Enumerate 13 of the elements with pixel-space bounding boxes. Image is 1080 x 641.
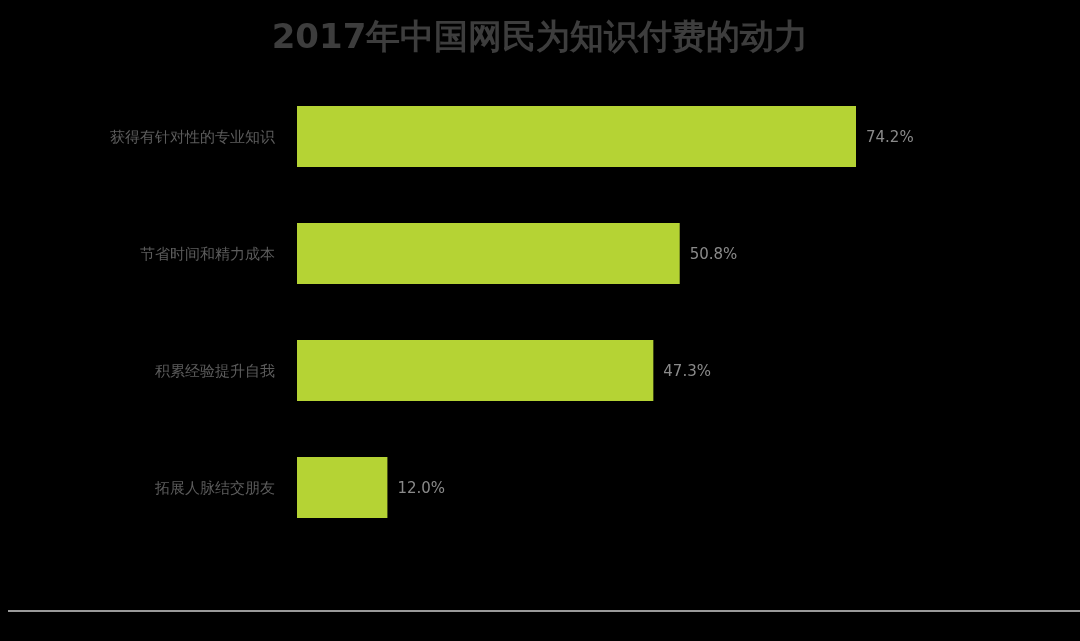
y-tick-label: 获得有针对性的专业知识 [110,127,275,146]
data-label: 74.2% [866,127,914,146]
data-label: 12.0% [397,478,446,497]
data-label: 47.3% [663,361,711,380]
bar [297,106,856,167]
y-tick-label: 节省时间和精力成本 [140,244,275,263]
y-tick-label: 拓展人脉结交朋友 [154,478,275,497]
bar [297,340,654,401]
data-label: 50.8% [689,244,738,263]
bar [297,223,680,284]
y-tick-label: 积累经验提升自我 [155,361,275,380]
chart-title: 2017年中国网民为知识付费的动力 [270,15,810,58]
bar [297,457,388,518]
